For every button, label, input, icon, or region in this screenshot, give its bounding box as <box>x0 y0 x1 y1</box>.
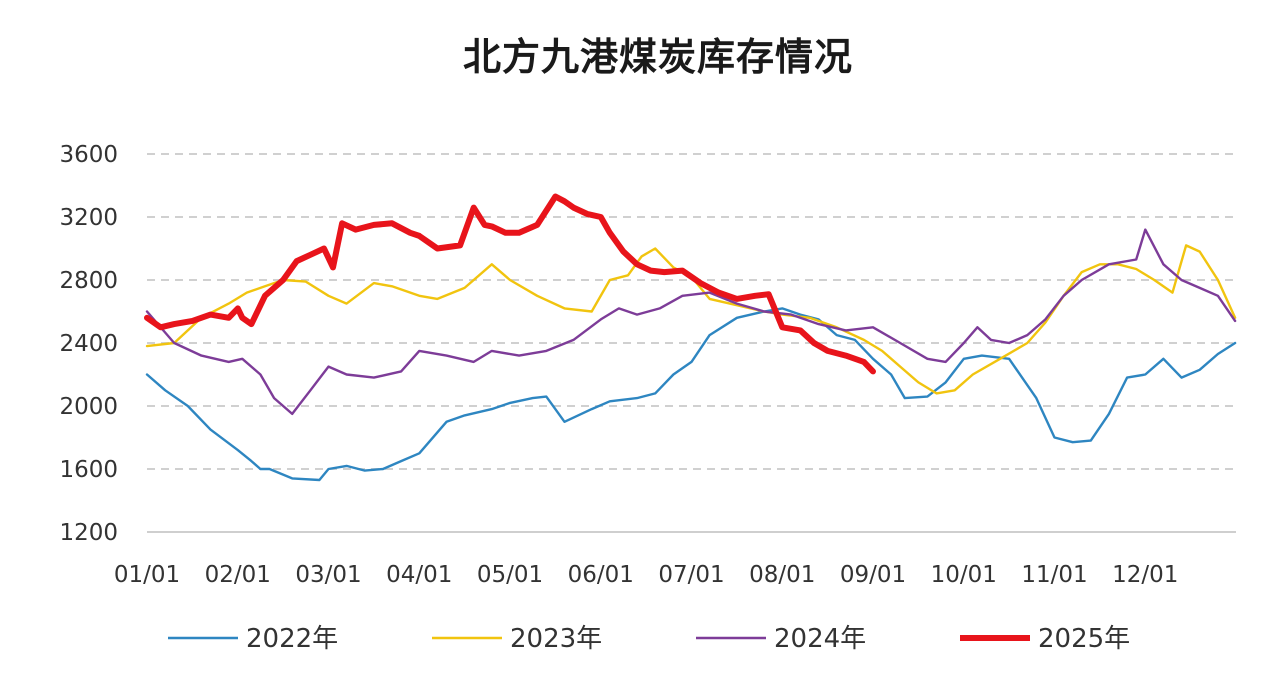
chart-title: 北方九港煤炭库存情况 <box>462 35 853 79</box>
legend: 2022年 2023年 2024年 2025年 <box>168 624 1130 654</box>
x-tick-label: 01/01 <box>114 562 180 588</box>
legend-label: 2023年 <box>510 624 602 654</box>
grid-lines <box>147 153 1236 470</box>
legend-label: 2022年 <box>246 624 338 654</box>
x-tick-label: 05/01 <box>477 562 543 588</box>
y-tick-label: 1600 <box>59 457 118 483</box>
x-tick-label: 02/01 <box>205 562 271 588</box>
y-tick-label: 2000 <box>59 394 118 420</box>
y-tick-label: 3600 <box>59 142 118 168</box>
x-tick-label: 04/01 <box>386 562 452 588</box>
y-tick-label: 3200 <box>59 205 118 231</box>
y-tick-label: 2800 <box>59 268 118 294</box>
x-tick-label: 08/01 <box>749 562 815 588</box>
y-tick-label: 1200 <box>59 520 118 546</box>
series-line-2022年 <box>145 307 1237 482</box>
series-lines <box>144 193 1237 482</box>
series-line-2024年 <box>145 228 1237 416</box>
x-axis-ticks: 01/01 02/01 03/01 04/01 05/01 06/01 07/01 08/01… <box>114 562 1179 588</box>
x-tick-label: 03/01 <box>295 562 361 588</box>
legend-label: 2024年 <box>774 624 866 654</box>
x-tick-label: 07/01 <box>658 562 724 588</box>
x-tick-label: 06/01 <box>568 562 634 588</box>
x-tick-label: 09/01 <box>840 562 906 588</box>
legend-label: 2025年 <box>1038 624 1130 654</box>
x-tick-label: 10/01 <box>931 562 997 588</box>
x-tick-label: 11/01 <box>1021 562 1087 588</box>
x-tick-label: 12/01 <box>1112 562 1178 588</box>
y-tick-label: 2400 <box>59 331 118 357</box>
series-line-2025年 <box>144 193 876 375</box>
y-axis-ticks: 1200 1600 2000 2400 2800 3200 3600 <box>59 142 118 546</box>
series-line-2023年 <box>145 244 1237 395</box>
